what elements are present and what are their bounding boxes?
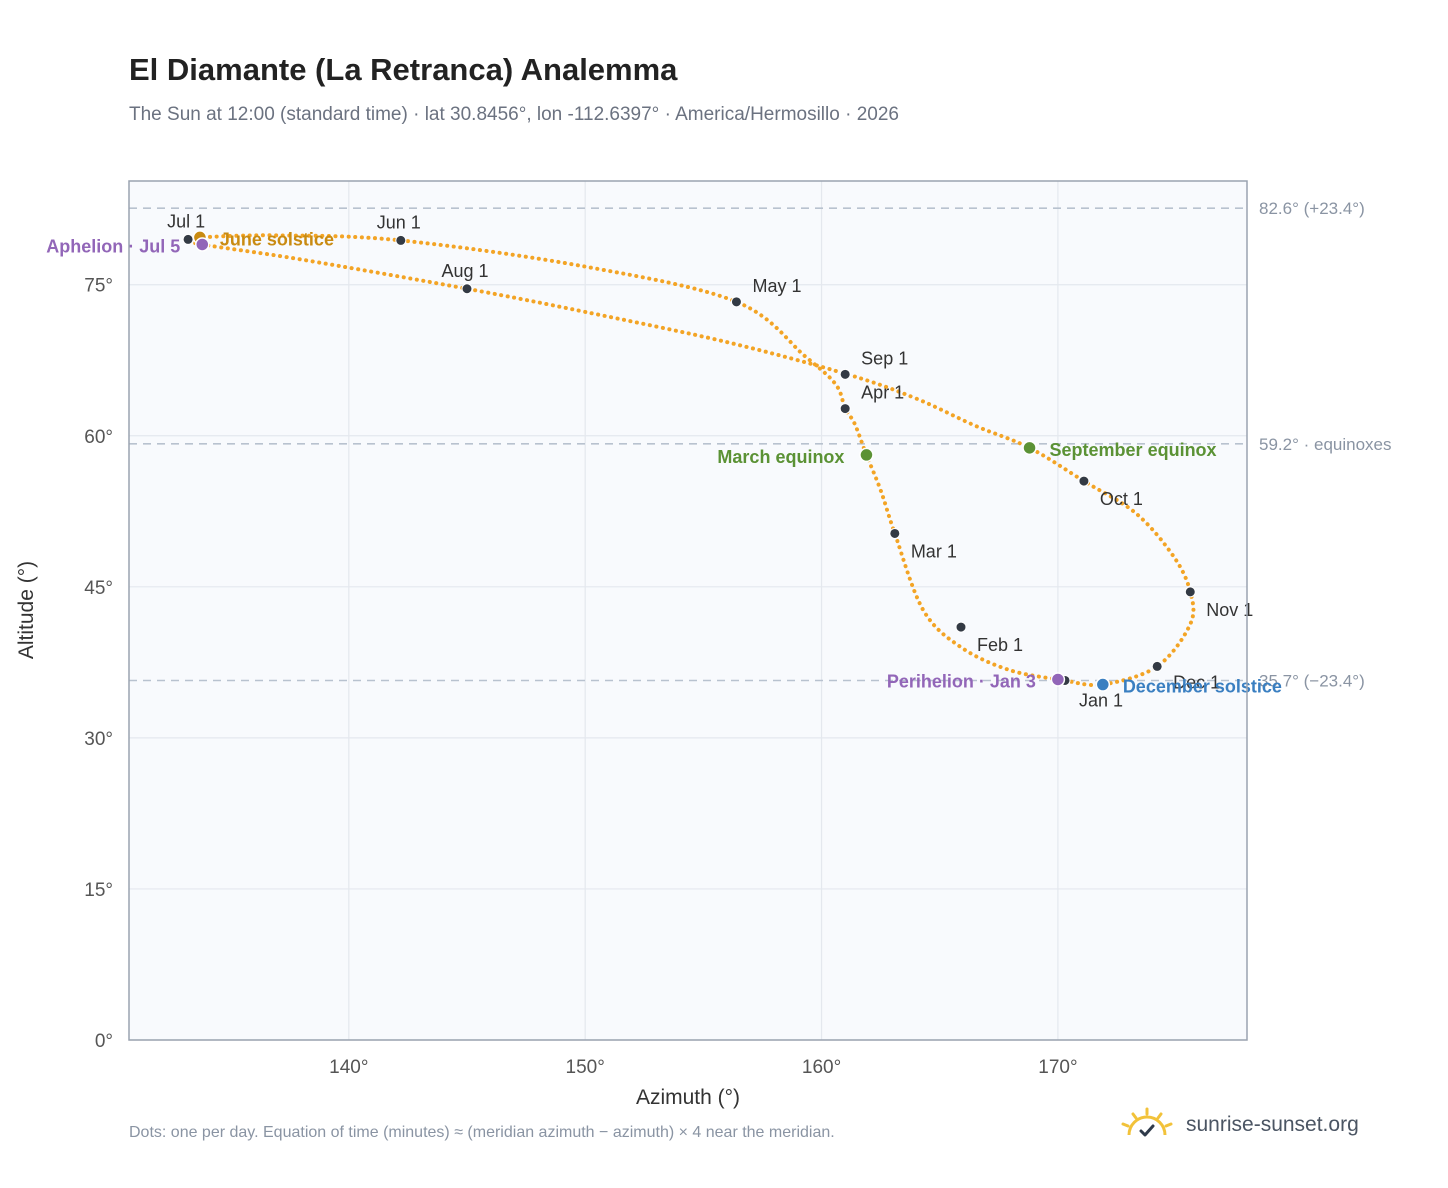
x-tick-label: 150°	[566, 1057, 605, 1078]
month-label: Apr 1	[861, 383, 904, 403]
plot-background	[129, 181, 1247, 1040]
event-markers: June solstice Aphelion · Jul 5 March equin…	[46, 229, 1282, 696]
y-tick-label: 60°	[84, 427, 113, 448]
month-marker	[461, 283, 473, 295]
x-axis-label: Azimuth (°)	[636, 1086, 740, 1109]
month-marker	[839, 403, 851, 415]
month-label: Jan 1	[1079, 690, 1123, 710]
event-marker	[1022, 440, 1037, 456]
month-marker	[1151, 660, 1163, 672]
x-tick-label: 160°	[802, 1057, 841, 1078]
event-marker	[1050, 672, 1066, 687]
y-tick-label: 15°	[84, 880, 113, 901]
event-marker	[1095, 677, 1111, 692]
event-label: December solstice	[1123, 677, 1282, 697]
event-marker	[859, 447, 874, 463]
brand-name: sunrise-sunset.org	[1186, 1113, 1359, 1136]
month-label: Mar 1	[911, 541, 957, 561]
event-label: June solstice	[220, 229, 334, 249]
month-marker	[955, 621, 967, 633]
event-marker	[195, 237, 210, 252]
axis-ticks: 140° 150° 160° 170° 0° 15° 30° 45° 60° 75°	[84, 276, 1077, 1078]
x-tick-label: 140°	[329, 1057, 368, 1078]
month-label: Sep 1	[861, 348, 908, 368]
plot-frame	[128, 180, 1248, 1041]
month-label: Oct 1	[1100, 489, 1143, 509]
event-label: Aphelion · Jul 5	[46, 236, 180, 256]
month-marker	[1184, 586, 1196, 598]
reference-line-label: 35.7° (−23.4°)	[1259, 671, 1365, 690]
y-tick-label: 30°	[84, 729, 113, 750]
y-tick-label: 0°	[95, 1031, 113, 1052]
event-label: Perihelion · Jan 3	[887, 671, 1036, 691]
month-label: Feb 1	[977, 635, 1023, 655]
event-label: September equinox	[1050, 440, 1217, 460]
month-marker	[730, 296, 742, 308]
y-axis-label: Altitude (°)	[15, 561, 38, 659]
chart-subtitle: The Sun at 12:00 (standard time) · lat 3…	[129, 104, 899, 125]
month-marker	[182, 233, 194, 245]
month-label: Aug 1	[441, 261, 488, 281]
y-tick-label: 45°	[84, 578, 113, 599]
x-tick-label: 170°	[1038, 1057, 1077, 1078]
chart-footnote: Dots: one per day. Equation of time (min…	[129, 1124, 835, 1141]
month-label: Jul 1	[167, 211, 205, 231]
reference-lines: 82.6° (+23.4°) 59.2° · equinoxes 35.7° (−2…	[129, 199, 1392, 690]
reference-line-label: 82.6° (+23.4°)	[1259, 199, 1365, 218]
month-label: Dec 1	[1173, 672, 1220, 692]
month-marker	[395, 234, 407, 246]
reference-line-label: 59.2° · equinoxes	[1259, 435, 1392, 454]
month-marker	[1078, 475, 1090, 487]
month-label: May 1	[752, 276, 801, 296]
grid	[129, 181, 1247, 1041]
month-marker	[839, 368, 851, 380]
month-label: Jun 1	[377, 212, 421, 232]
event-label: March equinox	[717, 447, 844, 467]
chart-title: El Diamante (La Retranca) Analemma	[129, 52, 678, 87]
y-tick-label: 75°	[84, 276, 113, 297]
sun-logo-icon	[1121, 1107, 1173, 1137]
month-label: Nov 1	[1206, 600, 1253, 620]
brand-logo[interactable]: sunrise-sunset.org	[1120, 1100, 1359, 1150]
month-marker	[889, 527, 901, 539]
